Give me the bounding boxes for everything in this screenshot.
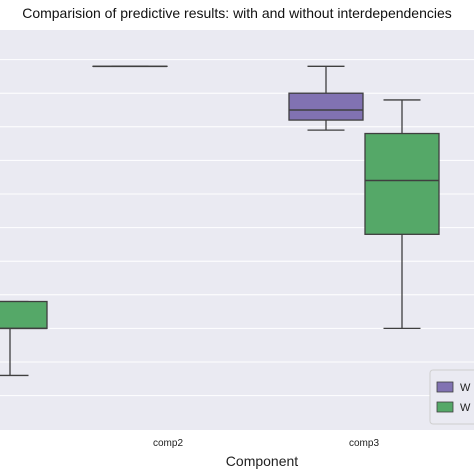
x-tick-label-comp2: comp2 [153,438,183,449]
box-iqr [0,300,48,330]
box-layer [0,65,440,377]
x-tick-labels: comp2 comp3 [153,438,379,449]
x-tick-label-comp3: comp3 [349,438,379,449]
box-iqr [364,132,440,235]
legend: WW [429,369,474,425]
box-comp1-series-2 [0,300,48,377]
legend-label: W [460,382,471,394]
gridlines [0,59,474,397]
box-comp3-series-2 [364,99,440,330]
x-axis-label: Component [226,453,298,469]
chart-title: Comparision of predictive results: with … [22,5,452,21]
legend-label: W [460,402,471,414]
legend-swatch [436,381,454,393]
box-iqr [288,92,364,121]
legend-swatch [436,401,454,413]
legend-frame [429,369,474,425]
box-comp3-series-1 [288,65,364,131]
